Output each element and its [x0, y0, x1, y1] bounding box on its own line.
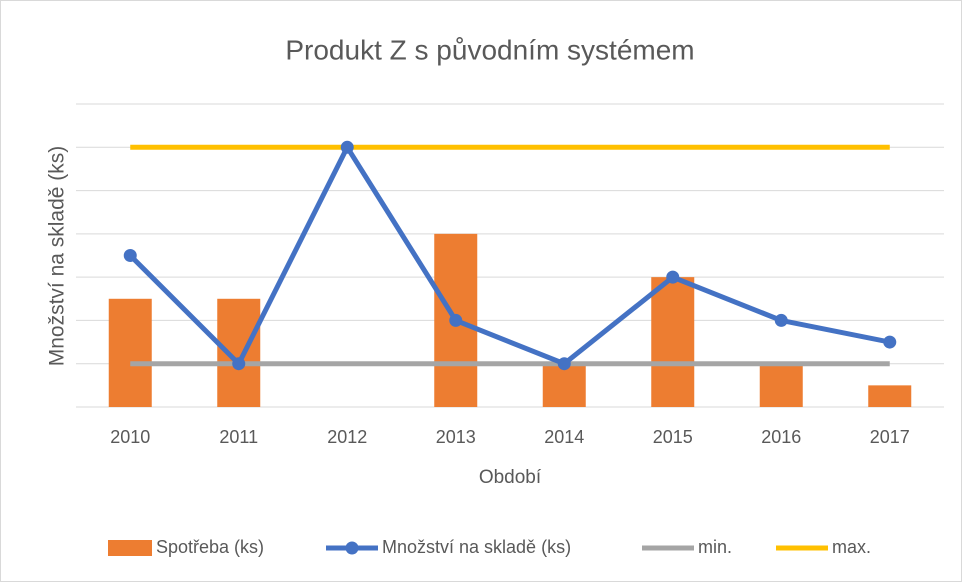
line-series	[128, 144, 891, 367]
x-tick-label: 2016	[761, 427, 801, 447]
x-axis-label: Období	[479, 467, 542, 488]
bar	[868, 385, 912, 407]
line-marker	[340, 140, 354, 154]
bar	[108, 298, 152, 407]
line-marker	[232, 357, 246, 371]
legend-label: min.	[698, 537, 732, 557]
legend-label: Spotřeba (ks)	[156, 537, 264, 557]
bar	[651, 277, 695, 407]
x-tick-label: 2013	[436, 427, 476, 447]
line-marker	[774, 313, 788, 327]
bar	[542, 363, 586, 407]
x-tick-label: 2015	[653, 427, 693, 447]
bar	[759, 363, 803, 407]
chart-title: Produkt Z s původním systémem	[285, 34, 694, 65]
bar	[217, 298, 261, 407]
line-marker	[449, 313, 463, 327]
x-tick-label: 2014	[544, 427, 584, 447]
line-marker	[557, 357, 571, 371]
legend-marker	[345, 541, 359, 555]
legend-swatch	[108, 540, 152, 556]
x-tick-label: 2010	[110, 427, 150, 447]
line-marker	[123, 249, 137, 262]
legend-label: Množství na skladě (ks)	[382, 537, 571, 557]
x-tick-label: 2011	[219, 427, 258, 447]
x-tick-label: 2012	[327, 427, 367, 447]
y-axis-label: Množství na skladě (ks)	[46, 146, 69, 367]
legend-label: max.	[832, 537, 871, 557]
x-tick-label: 2017	[870, 427, 910, 447]
line-marker	[666, 270, 680, 284]
line-marker	[883, 335, 897, 349]
